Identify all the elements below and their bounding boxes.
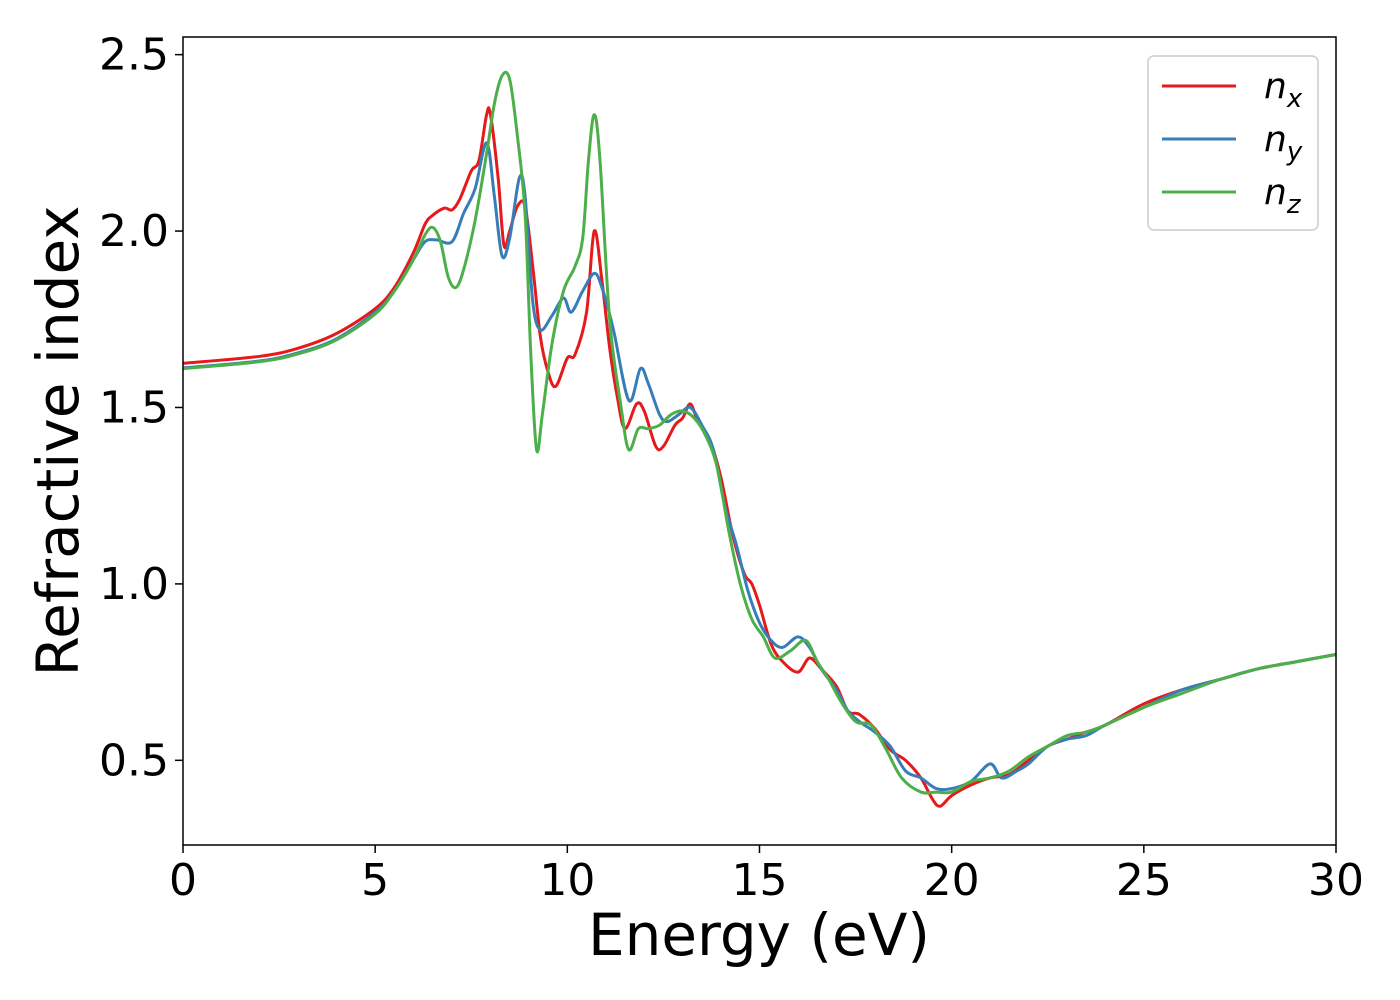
y-axis-title: Refractive index [24, 205, 92, 676]
x-tick-label: 30 [1308, 855, 1364, 906]
series-line-n-x [183, 106, 1336, 808]
x-tick-label: 0 [169, 855, 197, 906]
y-tick-label: 0.5 [99, 735, 169, 786]
x-tick-label: 15 [732, 855, 788, 906]
legend-label-n-x: nx [1264, 66, 1303, 114]
legend-box [1147, 55, 1319, 231]
x-axis-ticks: 0 5 10 15 20 25 30 [169, 845, 1364, 906]
x-tick-label: 20 [924, 855, 980, 906]
legend-label-n-y: ny [1264, 119, 1303, 167]
y-tick-label: 2.0 [99, 206, 169, 257]
x-tick-label: 5 [361, 855, 389, 906]
x-axis-title: Energy (eV) [588, 901, 930, 969]
x-tick-label: 25 [1116, 855, 1172, 906]
y-tick-label: 1.5 [99, 382, 169, 433]
y-tick-label: 1.0 [99, 559, 169, 610]
y-tick-label: 2.5 [99, 30, 169, 81]
series-layer [183, 70, 1336, 808]
x-tick-label: 10 [539, 855, 595, 906]
y-axis-ticks: 0.5 1.0 1.5 2.0 2.5 [99, 30, 183, 786]
series-line-n-y [183, 141, 1336, 792]
series-line-n-z [183, 70, 1336, 795]
